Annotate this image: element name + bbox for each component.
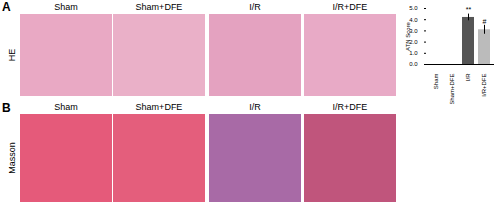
svg-text:2.0: 2.0 (409, 39, 418, 45)
svg-text:**: ** (466, 6, 472, 13)
svg-text:Sham: Sham (54, 2, 78, 12)
svg-text:B: B (2, 101, 11, 115)
svg-text:I/R: I/R (465, 73, 471, 81)
svg-text:Sham: Sham (54, 102, 78, 112)
svg-text:HE: HE (7, 49, 17, 62)
svg-text:I/R: I/R (249, 2, 261, 12)
svg-text:#: # (483, 18, 487, 25)
svg-text:4.0: 4.0 (409, 17, 418, 23)
svg-text:Sham: Sham (433, 74, 439, 90)
svg-text:Sham+DFE: Sham+DFE (136, 2, 183, 12)
svg-text:I/R+DFE: I/R+DFE (333, 102, 368, 112)
svg-text:1.0: 1.0 (409, 50, 418, 57)
svg-text:ATN Score: ATN Score (405, 21, 411, 51)
svg-text:I/R+DFE: I/R+DFE (481, 74, 487, 97)
svg-text:Sham+DFE: Sham+DFE (136, 102, 183, 112)
svg-text:3.0: 3.0 (409, 27, 418, 34)
svg-text:I/R: I/R (249, 102, 261, 112)
svg-text:5.0: 5.0 (409, 5, 418, 11)
svg-text:Masson: Masson (7, 142, 17, 174)
svg-text:0.0: 0.0 (409, 61, 418, 67)
svg-text:I/R+DFE: I/R+DFE (333, 2, 368, 12)
svg-text:Sham+DFE: Sham+DFE (449, 74, 455, 105)
svg-text:A: A (2, 0, 11, 14)
